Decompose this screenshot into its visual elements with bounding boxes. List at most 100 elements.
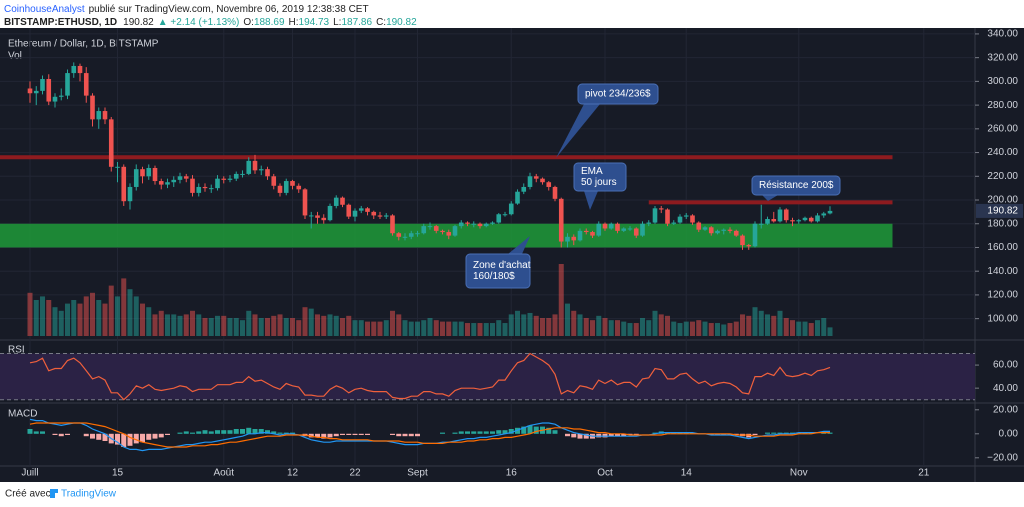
macd-histogram-bar — [621, 433, 627, 437]
volume-bar — [477, 323, 483, 336]
macd-histogram-bar — [115, 433, 120, 445]
candle-body — [290, 181, 295, 186]
volume-bar — [96, 300, 102, 336]
volume-bar — [621, 321, 627, 336]
ohlc-label: C: — [376, 17, 386, 28]
candle-body — [315, 215, 320, 218]
volume-bar — [321, 315, 327, 336]
x-tick-label: Nov — [790, 468, 808, 479]
candle-body — [496, 214, 502, 223]
volume-bar — [571, 310, 577, 336]
ohlc-label: O: — [243, 17, 254, 28]
user[interactable]: CoinhouseAnalyst — [4, 4, 85, 15]
macd-histogram-bar — [577, 433, 583, 439]
candle-body — [152, 167, 158, 182]
y-tick-label: 300.00 — [987, 76, 1018, 87]
candle-body — [640, 223, 645, 236]
volume-bar — [665, 315, 670, 336]
macd-histogram-bar — [315, 433, 320, 438]
volume-bar — [171, 314, 177, 336]
volume-bar — [258, 318, 264, 336]
buy-zone — [0, 223, 893, 248]
callout-text: Zone d'achat — [473, 260, 531, 271]
logo — [50, 489, 58, 498]
header-line-2: BITSTAMP:ETHUSD, 1D 190.82 ▲ +2.14 (+1.13%… — [4, 17, 417, 28]
x-tick-label: 22 — [349, 468, 361, 479]
candle-body — [71, 65, 77, 74]
candle-body — [683, 215, 689, 217]
macd-histogram-bar — [477, 431, 483, 434]
candle-body — [527, 176, 533, 187]
macd-histogram-bar — [771, 432, 777, 434]
candle-body — [346, 204, 352, 217]
macd-histogram-bar — [252, 429, 258, 434]
ohlc-value: 194.73 — [299, 17, 330, 28]
candle-body — [265, 169, 270, 177]
candle-body — [483, 223, 489, 227]
macd-histogram-bar — [90, 433, 95, 439]
volume-bar — [440, 321, 445, 336]
candle-body — [677, 216, 683, 223]
volume-bar — [671, 321, 677, 336]
y-tick-label: 220.00 — [987, 171, 1018, 182]
volume-bar — [590, 320, 595, 336]
candle-body — [396, 233, 402, 237]
volume-bar — [315, 314, 320, 336]
macd-histogram-bar — [33, 431, 39, 434]
header-line-1: CoinhouseAnalyst publié sur TradingView.c… — [4, 4, 369, 15]
volume-bar — [427, 318, 433, 336]
macd-histogram-bar — [202, 430, 208, 434]
volume-bar — [546, 318, 552, 336]
macd-histogram-bar — [240, 429, 245, 434]
candle-body — [246, 160, 252, 174]
volume-bar — [690, 321, 695, 336]
y-tick-label: 100.00 — [987, 313, 1018, 324]
volume-bar — [340, 318, 345, 336]
volume-bar — [371, 321, 377, 336]
macd-histogram-bar — [52, 433, 58, 435]
macd-histogram-bar — [196, 431, 202, 434]
volume-bar — [602, 318, 608, 336]
candle-body — [383, 215, 389, 217]
volume-bar — [421, 320, 427, 336]
macd-histogram-bar — [615, 433, 620, 437]
candle-body — [790, 220, 795, 222]
volume-bar — [733, 321, 739, 336]
footer-brand[interactable]: TradingView — [61, 489, 117, 500]
ohlc-label: H: — [289, 17, 299, 28]
volume-bar — [71, 300, 77, 336]
volume-bar — [771, 315, 777, 336]
candle-body — [827, 210, 833, 214]
candle-body — [371, 211, 377, 216]
volume-bar — [302, 307, 308, 336]
macd-histogram-bar — [208, 431, 214, 434]
volume-bar — [677, 323, 683, 336]
volume-bar — [27, 292, 33, 336]
volume-bar — [377, 321, 383, 336]
macd-histogram-bar — [340, 433, 345, 435]
callout-box — [577, 83, 659, 105]
macd-histogram-bar — [358, 433, 364, 435]
candle-body — [633, 228, 639, 236]
candle-body — [471, 223, 477, 225]
volume-bar — [90, 292, 95, 336]
price-axis — [975, 28, 1024, 482]
macd-histogram-bar — [327, 433, 333, 438]
candle-body — [771, 218, 777, 222]
macd-histogram-bar — [533, 426, 539, 434]
candle-body — [815, 215, 820, 222]
volume-bar — [202, 318, 208, 336]
volume-bar — [121, 278, 127, 336]
macd-histogram-bar — [365, 433, 370, 435]
candle-body — [465, 222, 470, 224]
candle-body — [740, 235, 745, 246]
candle-body — [321, 217, 327, 221]
candle-body — [752, 223, 758, 247]
volume-bar — [365, 321, 370, 336]
candle-body — [546, 182, 552, 187]
candle-body — [452, 226, 458, 236]
volume-bar — [46, 300, 52, 336]
volume-bar — [246, 310, 252, 336]
volume-bar — [658, 314, 664, 336]
